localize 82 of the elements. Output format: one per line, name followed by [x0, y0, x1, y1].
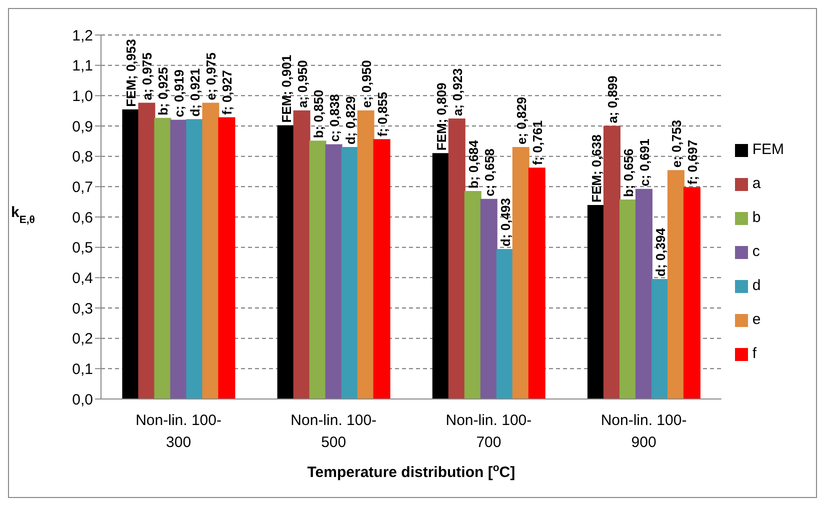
bar [170, 120, 188, 399]
data-label: c; 0,658 [482, 148, 497, 196]
y-tick-label: 0,2 [72, 330, 93, 348]
data-label: f; 0,855 [374, 92, 390, 137]
data-label: b; 0,850 [310, 90, 326, 138]
bar [587, 204, 604, 399]
data-label: c; 0,691 [636, 138, 652, 186]
data-label: d; 0,921 [188, 68, 203, 117]
bar [373, 139, 390, 399]
data-label: FEM; 0,638 [588, 134, 604, 202]
bar [341, 147, 358, 399]
data-label: e; 0,753 [668, 120, 684, 168]
bar [325, 144, 342, 399]
y-tick-label: 1,2 [72, 27, 93, 44]
bar [528, 168, 546, 399]
legend-label: e [752, 311, 761, 328]
data-label: a; 0,899 [604, 76, 620, 124]
bar [448, 118, 466, 399]
data-label: d; 0,394 [652, 227, 668, 276]
bar [186, 119, 204, 399]
data-label: f; 0,761 [530, 120, 545, 166]
bar [432, 153, 450, 399]
data-label: f; 0,697 [684, 140, 700, 185]
bar [496, 248, 514, 399]
bar [309, 140, 326, 399]
x-tick-label: Non-lin. 100-500 [290, 412, 377, 451]
data-label: f; 0,927 [220, 70, 235, 115]
data-label: d; 0,829 [342, 96, 358, 145]
data-label: FEM; 0,953 [124, 39, 139, 107]
y-tick-label: 1,1 [72, 58, 93, 75]
bar [277, 125, 294, 399]
data-label: a; 0,975 [140, 52, 155, 100]
data-label: a; 0,950 [294, 60, 310, 108]
bar [635, 188, 652, 399]
data-label: FEM; 0,901 [278, 54, 294, 123]
data-label: e; 0,950 [358, 60, 374, 108]
bar [202, 102, 220, 399]
data-label: b; 0,656 [620, 148, 636, 198]
legend-label: d [752, 277, 761, 294]
y-tick-label: 1,0 [72, 88, 93, 105]
data-label: c; 0,838 [326, 94, 342, 142]
y-tick-label: 0,8 [72, 148, 93, 166]
x-tick-label: Non-lin. 100-700 [446, 412, 532, 451]
data-label: e; 0,829 [514, 96, 529, 145]
bar [138, 102, 156, 399]
bar [480, 198, 498, 399]
y-tick-label: 0,4 [72, 270, 93, 287]
x-tick-label: Non-lin. 100-900 [600, 412, 687, 451]
y-tick-label: 0,3 [72, 300, 93, 318]
y-tick-label: 0,7 [72, 178, 93, 196]
bar [218, 117, 236, 399]
bar [512, 147, 530, 399]
data-label: c; 0,919 [172, 70, 187, 118]
bar [603, 126, 620, 399]
y-tick-label: 0,0 [72, 391, 93, 408]
data-label: b; 0,684 [466, 139, 481, 189]
legend-label: FEM [752, 141, 784, 158]
y-axis-title: k$_{E,θ}$ [11, 204, 36, 226]
bar [667, 170, 684, 399]
bar [293, 110, 310, 399]
legend-label: a [752, 175, 761, 192]
x-tick-label: Non-lin. 100-300 [136, 412, 222, 451]
y-tick-label: 0,6 [72, 209, 93, 226]
y-tick-label: 0,9 [72, 118, 93, 136]
data-label: FEM; 0,809 [434, 82, 449, 151]
bar [122, 109, 140, 399]
bar [683, 187, 700, 399]
data-label: a; 0,923 [450, 68, 465, 116]
bar [464, 191, 482, 399]
bar [154, 118, 172, 399]
data-label: e; 0,975 [204, 52, 219, 100]
data-label: d; 0,493 [498, 198, 513, 246]
bar [357, 110, 374, 399]
legend-label: b [752, 209, 761, 226]
y-tick-label: 0,1 [72, 360, 93, 378]
bar [651, 278, 668, 399]
legend-label: f [752, 345, 756, 362]
x-axis-title: Temperature distribution [$^{o}$C] [307, 462, 516, 481]
y-tick-label: 0,5 [72, 240, 93, 257]
bar [619, 200, 636, 399]
legend-label: c [752, 243, 760, 260]
data-label: b; 0,925 [156, 66, 171, 116]
